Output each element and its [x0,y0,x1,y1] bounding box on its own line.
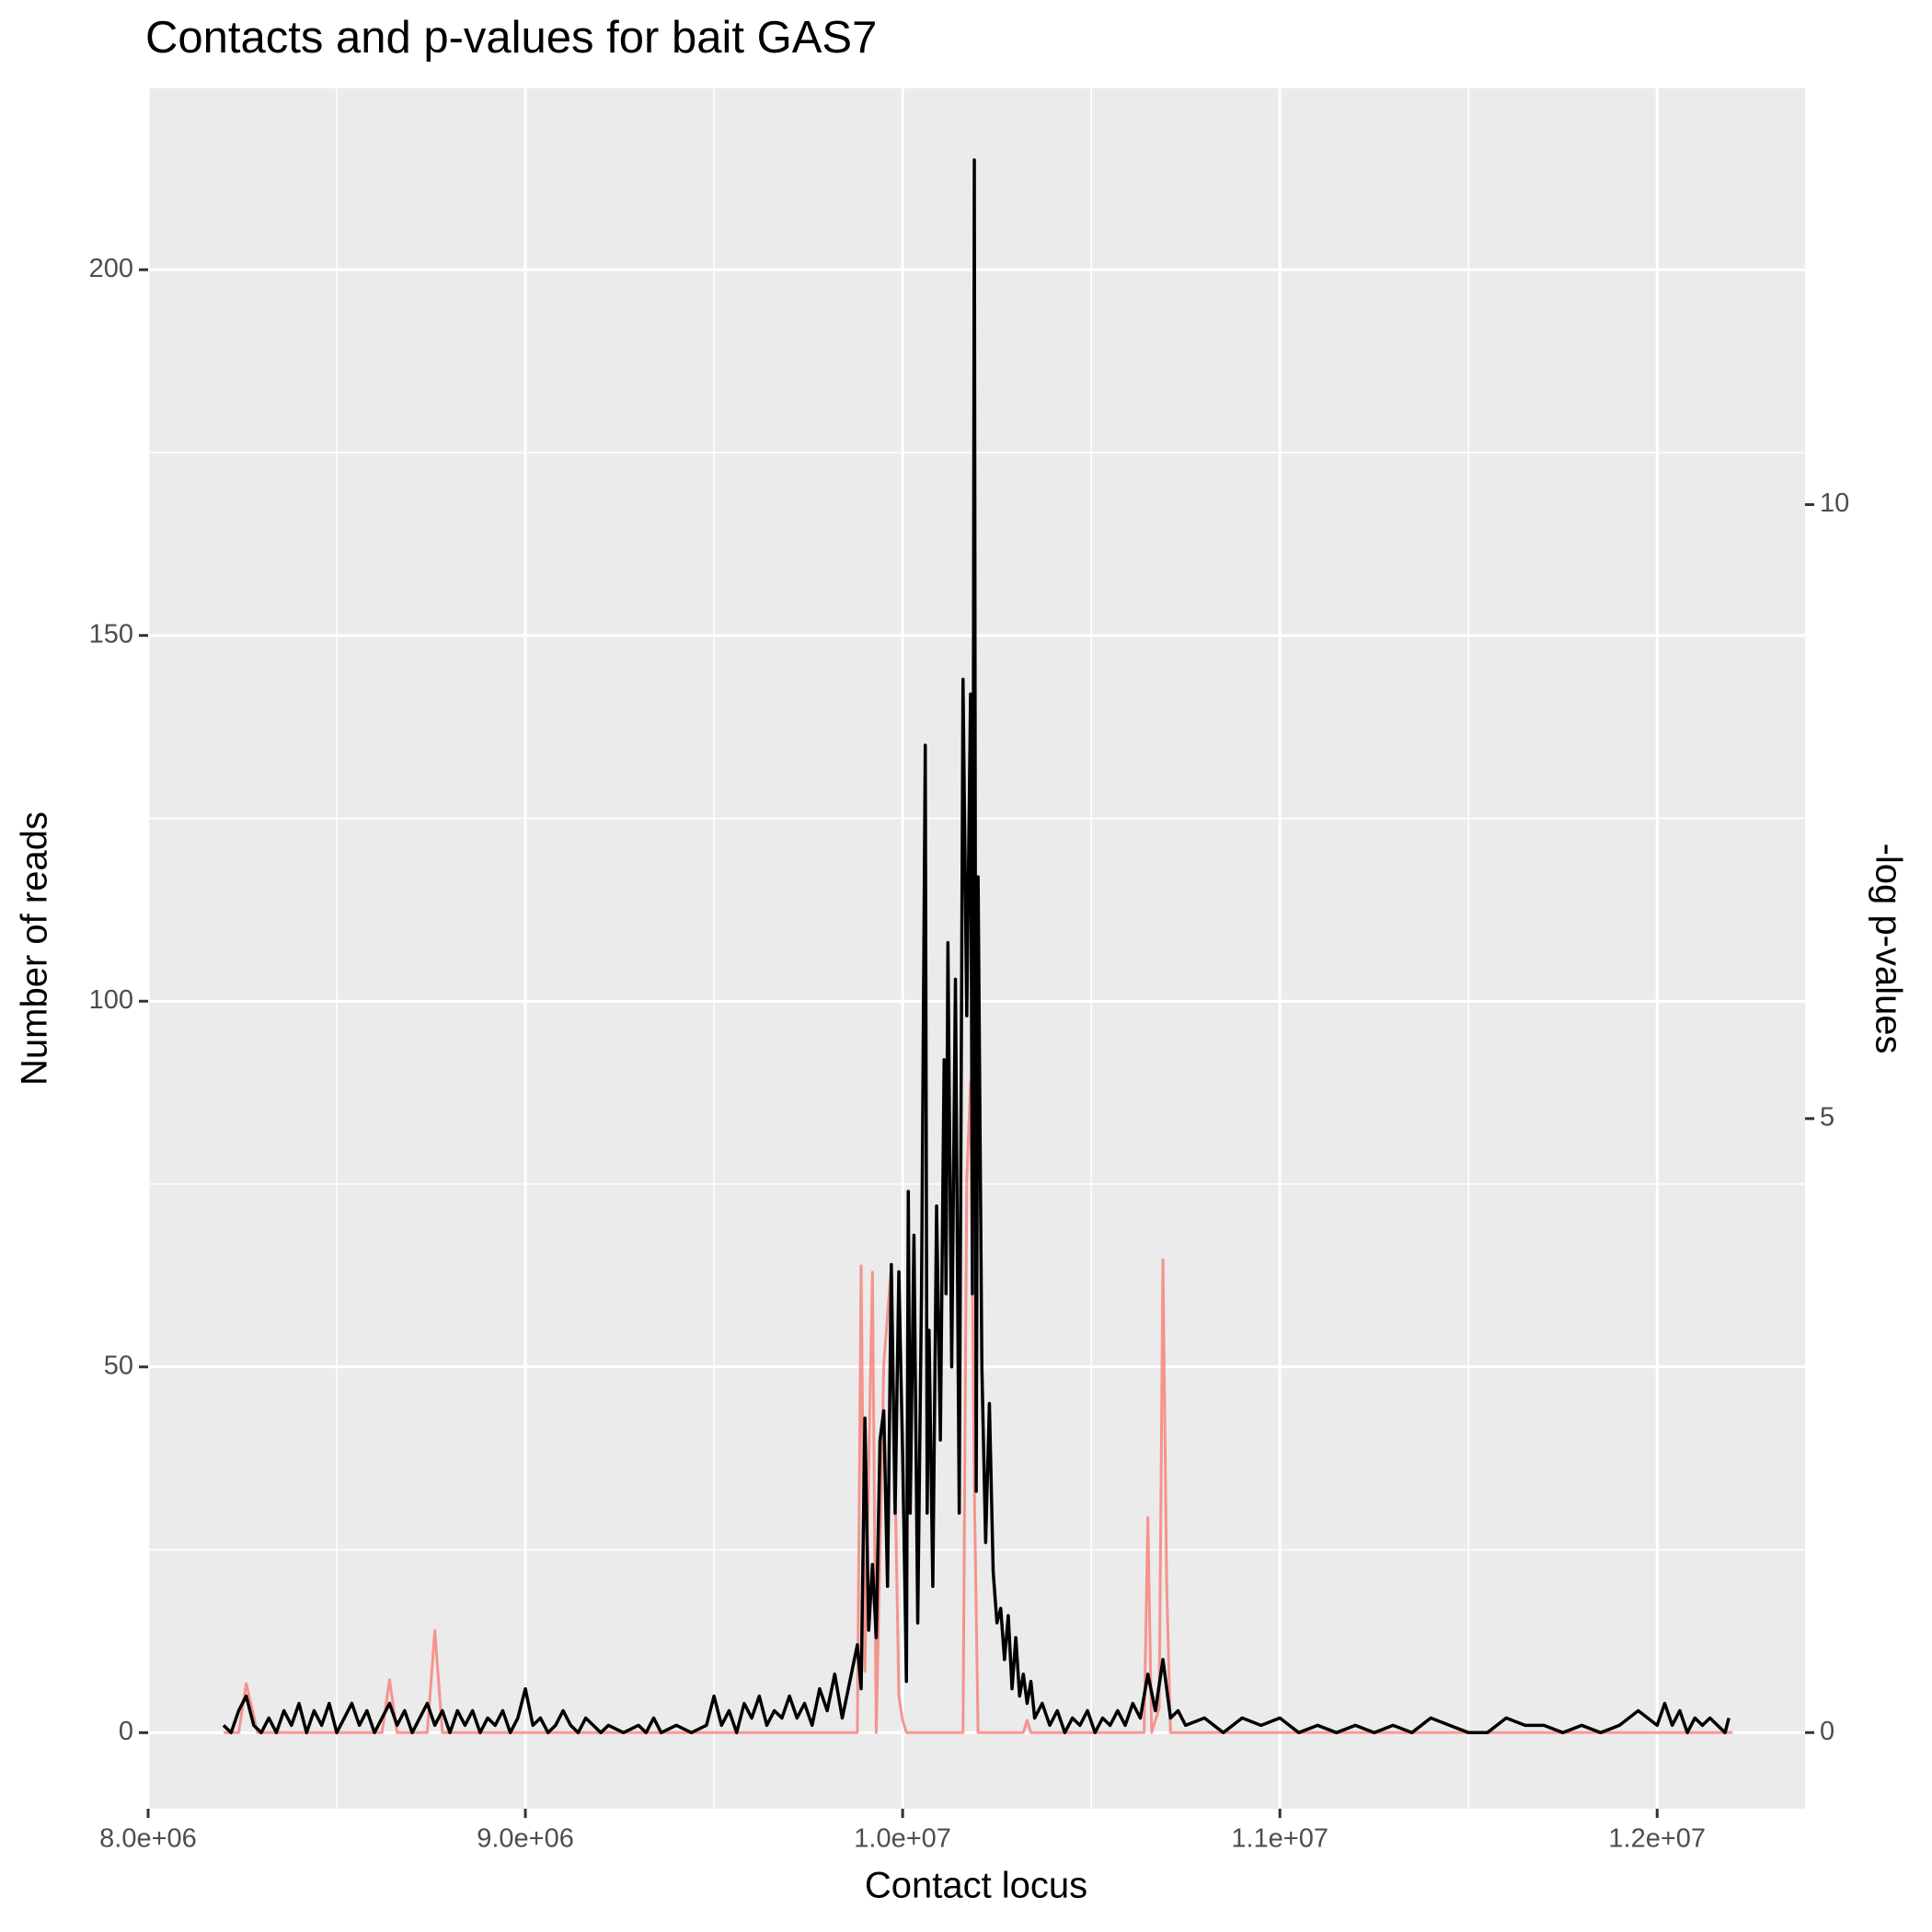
y-tick-label: 50 [104,1351,133,1380]
x-tick-label: 8.0e+06 [99,1824,197,1854]
axes: 8.0e+06 9.0e+06 1.0e+07 1.1e+07 1.2e+0705010… [89,254,1850,1854]
y2-tick-label: 10 [1820,489,1849,518]
lines [222,158,1733,1735]
y2-tick-label: 0 [1820,1717,1834,1746]
y-tick-label: 100 [89,985,133,1015]
x-tick-label: 1.0e+07 [854,1824,951,1854]
y-tick-label: 200 [89,254,133,283]
data-line [222,158,1731,1735]
x-axis-title: Contact locus [865,1866,1087,1906]
x-tick-label: 1.1e+07 [1231,1824,1328,1854]
y2-tick-label: 5 [1820,1103,1834,1133]
y-tick-label: 150 [89,619,133,649]
x-tick-label: 9.0e+06 [477,1824,574,1854]
y-axis-title: Number of reads [15,811,55,1086]
x-tick-label: 1.2e+07 [1608,1824,1706,1854]
chart-title: Contacts and p-values for bait GAS7 [145,13,877,63]
y-tick-label: 0 [119,1717,133,1746]
y2-axis-title: -log p-values [1868,843,1908,1053]
